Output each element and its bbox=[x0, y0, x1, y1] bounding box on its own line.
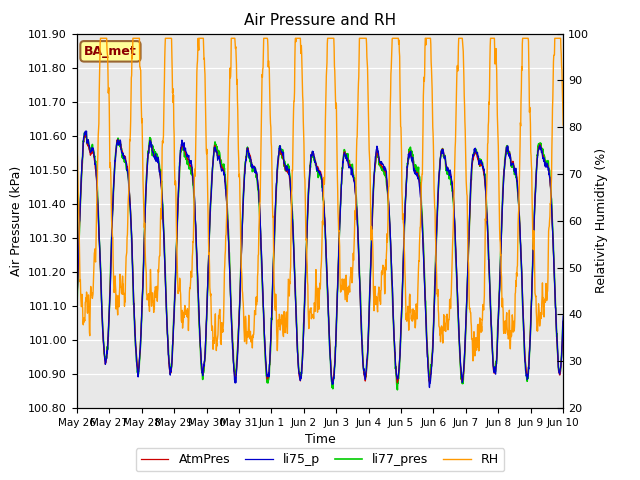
RH bbox=[131, 36, 138, 41]
li77_pres bbox=[83, 129, 90, 135]
li77_pres bbox=[394, 387, 401, 393]
AtmPres bbox=[111, 162, 118, 168]
li75_p bbox=[280, 149, 287, 155]
li75_p bbox=[559, 313, 567, 319]
RH bbox=[469, 358, 477, 364]
li77_pres bbox=[298, 357, 306, 362]
Line: li77_pres: li77_pres bbox=[77, 132, 563, 390]
li75_p bbox=[350, 178, 358, 184]
li77_pres bbox=[111, 160, 118, 166]
RH bbox=[559, 122, 567, 128]
Y-axis label: Air Pressure (kPa): Air Pressure (kPa) bbox=[10, 166, 23, 276]
li75_p bbox=[73, 297, 81, 303]
li75_p bbox=[298, 360, 306, 366]
li77_pres bbox=[131, 318, 138, 324]
li75_p bbox=[83, 128, 90, 134]
AtmPres bbox=[290, 242, 298, 248]
AtmPres bbox=[280, 156, 287, 162]
li77_pres bbox=[559, 319, 567, 324]
li77_pres bbox=[290, 238, 298, 244]
Line: li75_p: li75_p bbox=[77, 131, 563, 387]
li77_pres bbox=[73, 300, 81, 305]
Line: RH: RH bbox=[77, 38, 563, 361]
li75_p bbox=[131, 321, 138, 327]
RH bbox=[290, 108, 298, 113]
RH bbox=[350, 249, 358, 254]
li75_p bbox=[290, 240, 298, 245]
Text: BA_met: BA_met bbox=[84, 45, 137, 58]
AtmPres bbox=[394, 380, 401, 385]
RH bbox=[280, 334, 287, 339]
AtmPres bbox=[131, 318, 138, 324]
RH bbox=[73, 148, 81, 154]
Legend: AtmPres, li75_p, li77_pres, RH: AtmPres, li75_p, li77_pres, RH bbox=[136, 448, 504, 471]
AtmPres bbox=[350, 178, 358, 183]
AtmPres bbox=[82, 131, 90, 136]
Y-axis label: Relativity Humidity (%): Relativity Humidity (%) bbox=[595, 148, 607, 293]
li77_pres bbox=[280, 157, 287, 163]
Line: AtmPres: AtmPres bbox=[77, 133, 563, 383]
li75_p bbox=[111, 160, 118, 166]
li75_p bbox=[426, 384, 433, 390]
li77_pres bbox=[350, 176, 358, 181]
RH bbox=[97, 36, 104, 41]
AtmPres bbox=[73, 299, 81, 304]
RH bbox=[298, 81, 306, 86]
AtmPres bbox=[298, 360, 306, 365]
RH bbox=[111, 288, 118, 294]
AtmPres bbox=[559, 319, 567, 324]
Title: Air Pressure and RH: Air Pressure and RH bbox=[244, 13, 396, 28]
X-axis label: Time: Time bbox=[305, 433, 335, 446]
